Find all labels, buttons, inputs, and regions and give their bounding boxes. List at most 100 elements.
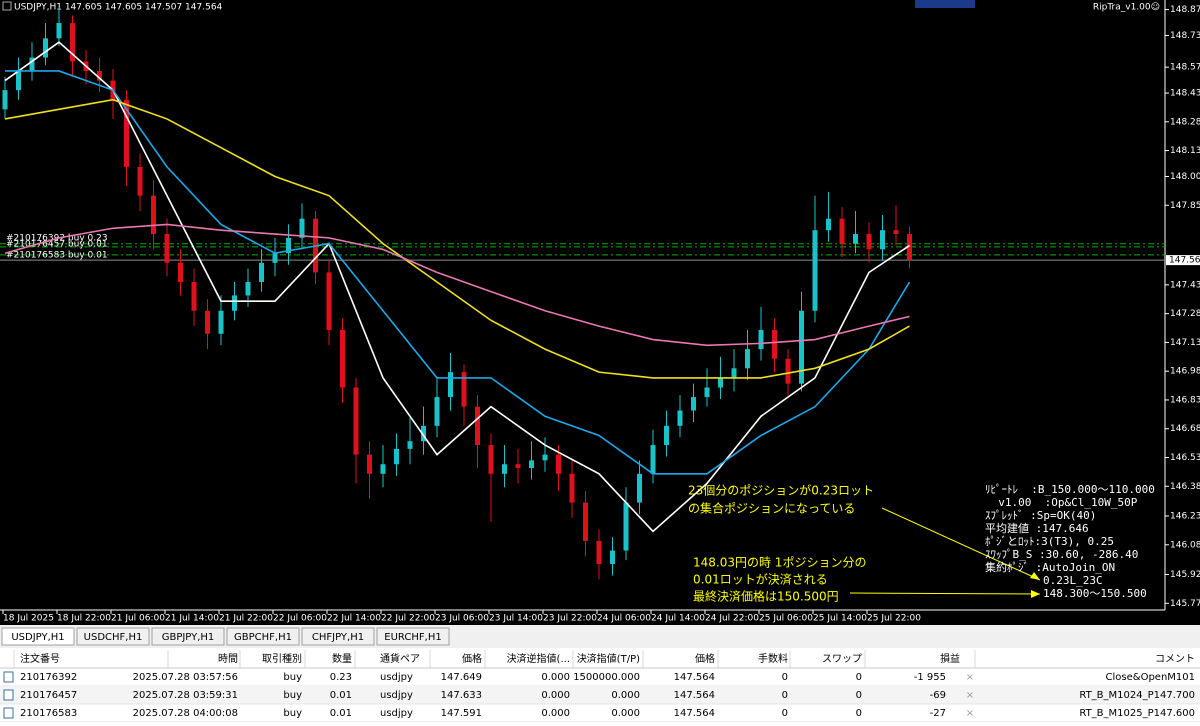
arrow-head	[1030, 572, 1040, 580]
table-cell: buy	[283, 708, 302, 719]
table-cell: 147.564	[674, 690, 715, 701]
table-cell: 0	[782, 672, 788, 683]
column-header: 注文番号	[20, 652, 60, 665]
table-bg	[0, 648, 1200, 722]
table-cell: buy	[283, 672, 302, 683]
tab-label[interactable]: CHFJPY,H1	[312, 632, 364, 643]
chart-bg	[0, 0, 1200, 625]
symbol-icon	[2, 1, 12, 11]
candle-body	[542, 454, 548, 461]
candle-body	[785, 358, 791, 384]
time-tick-label: 22 Jul 14:00	[327, 614, 381, 624]
candle-body	[29, 57, 35, 71]
price-tick-label: 146.385	[1170, 482, 1200, 492]
candle-body	[205, 310, 210, 334]
candle-body	[569, 473, 575, 503]
table-cell: 0.01	[330, 690, 352, 701]
column-header: スワップ	[822, 653, 862, 665]
column-header: 取引種別	[262, 652, 302, 665]
arrow	[849, 592, 1041, 595]
column-header: 手数料	[758, 652, 788, 665]
candle-body	[2, 90, 8, 110]
tab[interactable]	[76, 627, 150, 646]
tab[interactable]	[376, 627, 450, 646]
candle-body	[394, 448, 399, 465]
price-tick-label: 146.985	[1170, 367, 1200, 377]
price-tick-label: 148.000	[1170, 172, 1200, 182]
row-icon	[3, 671, 14, 683]
info-line: ｽﾜｯﾌﾟB_S :30.60, -286.40	[985, 548, 1138, 561]
column-header: 時間	[218, 653, 238, 665]
price-tick-label: 148.870	[1170, 5, 1200, 15]
table-cell: usdjpy	[380, 672, 413, 683]
table-cell: -27	[930, 708, 946, 719]
candle-body	[421, 425, 426, 442]
column-header: コメント	[1155, 654, 1195, 665]
table-cell: 0.01	[330, 708, 352, 719]
price-tick-label: 146.535	[1170, 453, 1200, 463]
row-icon	[3, 707, 14, 719]
candle-body	[583, 502, 588, 541]
info-line: 平均建値 :147.646	[985, 521, 1089, 535]
bid-box	[1166, 255, 1200, 266]
candle-body	[691, 397, 696, 411]
table-cell: 0	[782, 690, 788, 701]
candle-body	[286, 237, 291, 254]
table-cell: 0.000	[541, 708, 570, 719]
tab-label[interactable]: USDJPY,H1	[11, 632, 64, 643]
table-cell: 0.000	[611, 708, 640, 719]
price-tick-label: 146.230	[1170, 512, 1200, 522]
price-tick-label: 147.850	[1170, 201, 1200, 211]
candle-body	[839, 218, 845, 244]
candle-body	[475, 406, 480, 446]
price-tick-label: 145.925	[1170, 570, 1200, 580]
close-icon[interactable]: ×	[966, 708, 974, 719]
candle-body	[677, 410, 683, 426]
column-header: 価格	[695, 652, 715, 665]
candle-body	[772, 329, 777, 359]
candle-body	[380, 464, 386, 474]
candle-body	[812, 230, 818, 311]
candle-body	[191, 281, 197, 311]
close-icon[interactable]: ×	[966, 672, 974, 683]
column-header: 数量	[332, 652, 352, 665]
column-header: 損益	[940, 652, 960, 665]
info-line: ｽﾌﾟﾚｯﾄﾞ :Sp=OK(40)	[985, 509, 1096, 522]
tab-label[interactable]: GBPJPY,H1	[162, 632, 215, 643]
close-icon[interactable]: ×	[966, 690, 974, 701]
candle-body	[164, 234, 170, 263]
price-tick-label: 146.080	[1170, 540, 1200, 550]
candle-body	[488, 445, 494, 474]
time-tick-label: 18 Jul 2025	[3, 614, 54, 624]
candle-body	[515, 464, 521, 469]
tab[interactable]	[301, 627, 375, 646]
tab-label[interactable]: EURCHF,H1	[384, 632, 441, 643]
price-tick-label: 147.135	[1170, 338, 1200, 348]
table-cell: 147.564	[674, 708, 715, 719]
time-tick-label: 23 Jul 06:00	[435, 614, 489, 624]
annotation: の集合ポジションになっている	[688, 501, 855, 516]
tab-label[interactable]: GBPCHF,H1	[234, 632, 292, 643]
time-tick-label: 23 Jul 22:00	[543, 614, 597, 624]
row-bg	[0, 686, 1200, 704]
candle-body	[650, 445, 656, 474]
tab[interactable]	[1, 627, 75, 646]
time-tick-label: 24 Jul 06:00	[597, 614, 651, 624]
table-cell: RT_B_M1024_P147.700	[1079, 690, 1195, 701]
table-cell: 210176392	[20, 672, 77, 683]
arrow-head	[1031, 590, 1040, 598]
tab[interactable]	[151, 627, 225, 646]
candle-body	[853, 234, 858, 244]
candle-body	[461, 372, 467, 407]
table-cell: usdjpy	[380, 708, 413, 719]
column-header: 決済指値(T/P)	[577, 652, 640, 665]
tab[interactable]	[226, 627, 300, 646]
time-tick-label: 21 Jul 14:00	[165, 614, 219, 624]
tab-label[interactable]: USDCHF,H1	[84, 632, 143, 643]
table-cell: 147.633	[441, 690, 482, 701]
candle-body	[56, 23, 62, 39]
annotation: 最終決済価格は150.500円	[693, 589, 839, 604]
candle-body	[299, 218, 305, 238]
table-cell: 0	[856, 672, 862, 683]
candle-body	[151, 195, 156, 235]
